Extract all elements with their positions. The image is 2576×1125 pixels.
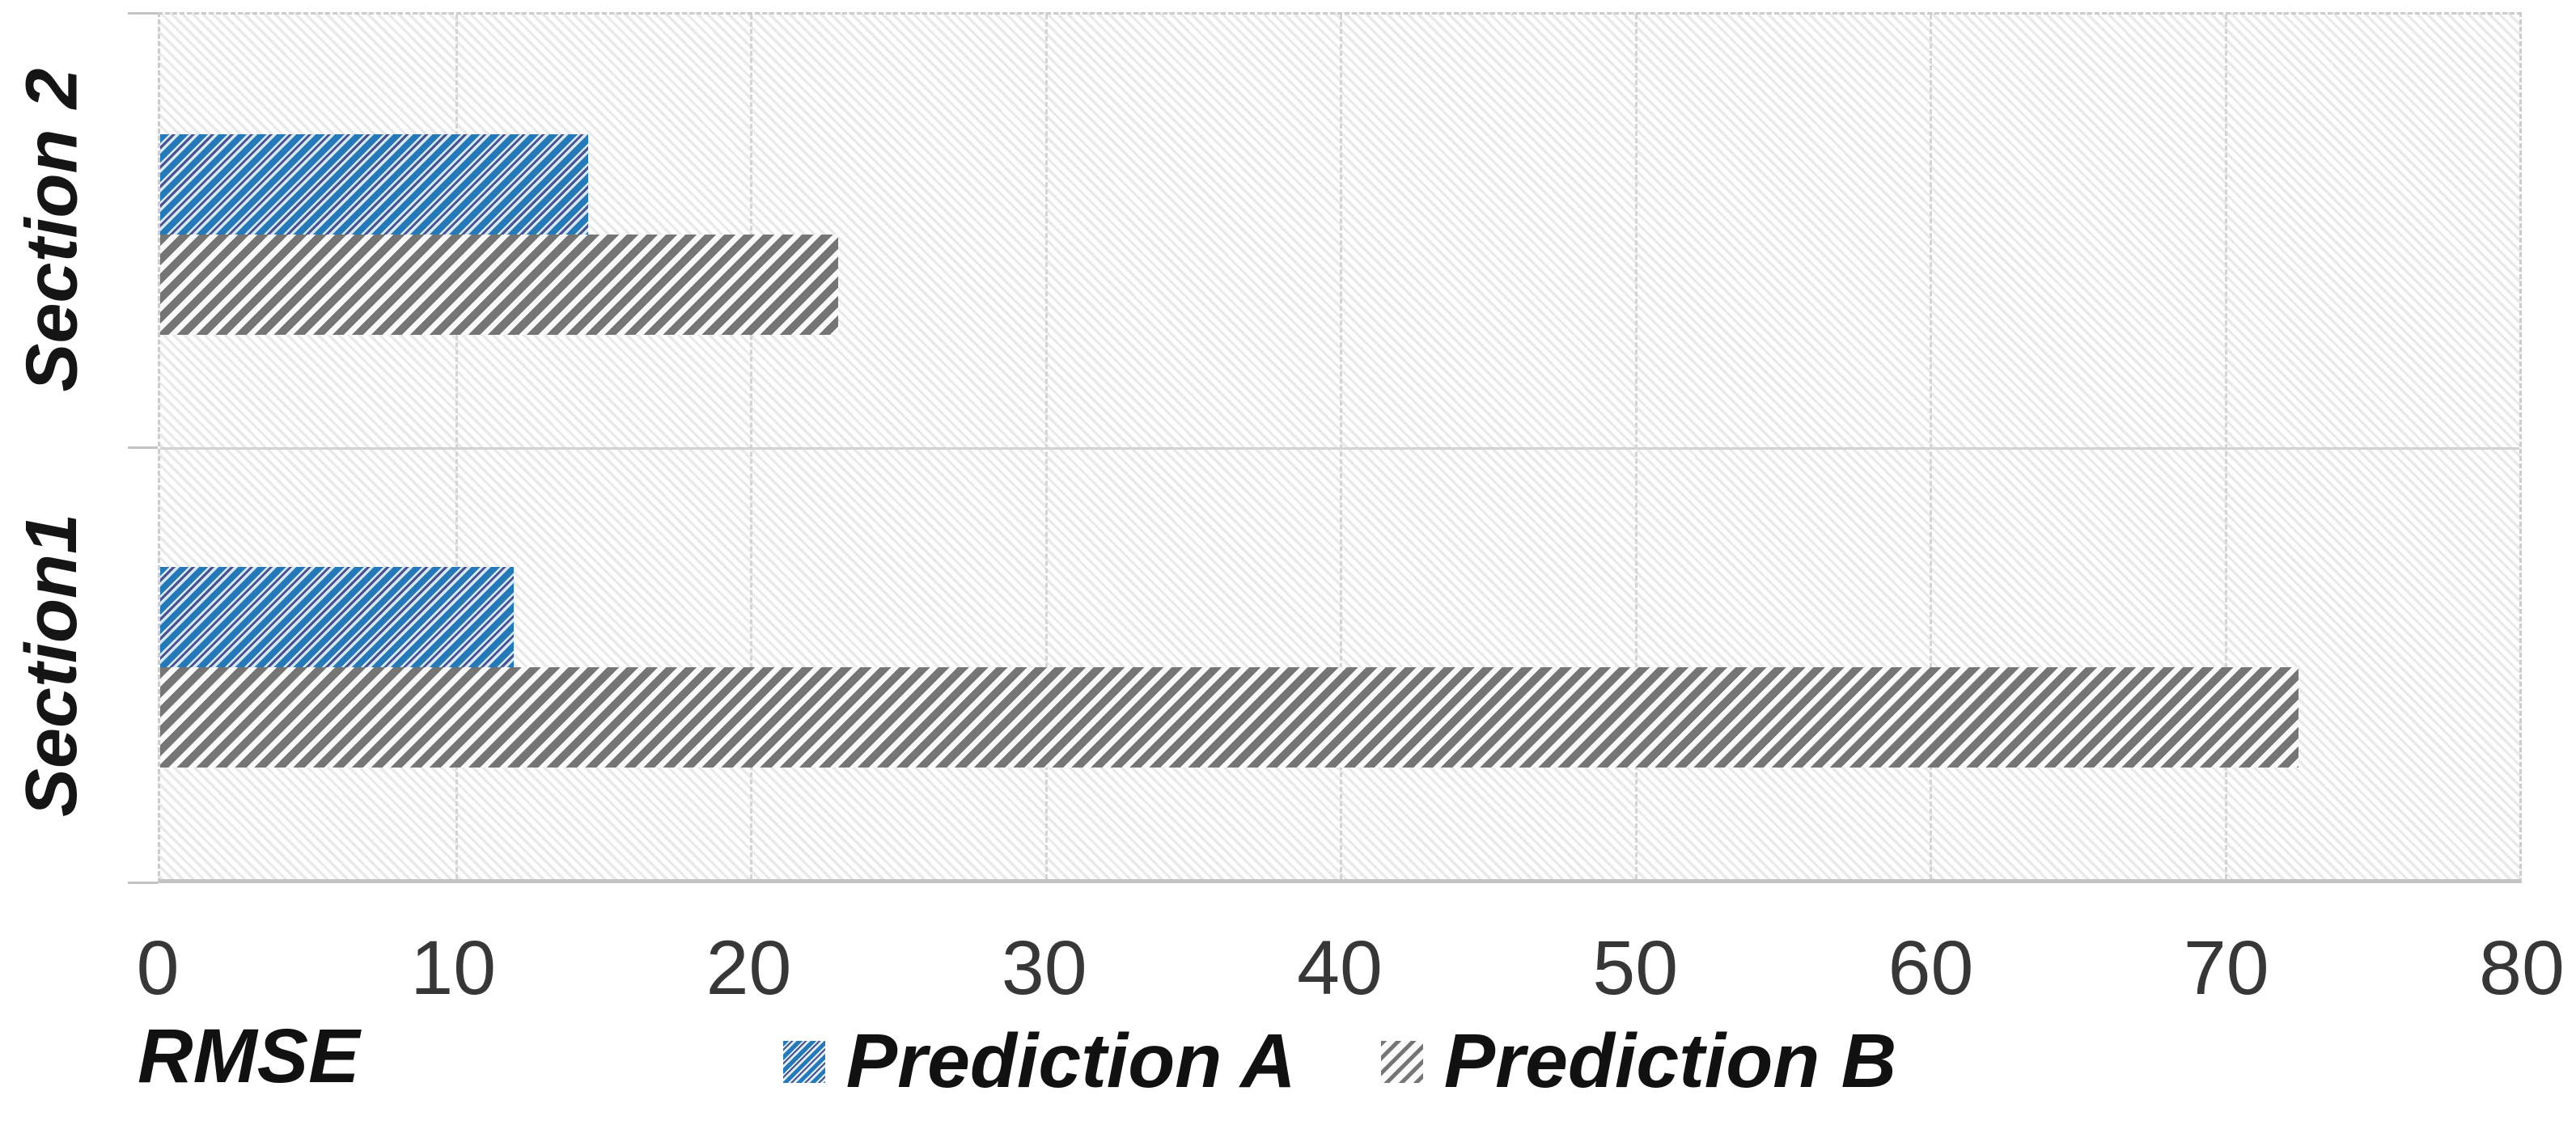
x-tick-label: 50 [1592, 925, 1679, 1011]
x-tick-label: 40 [1297, 925, 1383, 1011]
category-axis-tick [128, 882, 158, 884]
legend-item-prediction-b: Prediction B [1380, 1017, 1897, 1106]
category-axis-tick [128, 12, 158, 15]
prediction-b-swatch-icon [1380, 1040, 1423, 1083]
category-band-section-2 [160, 15, 2519, 447]
legend-label: Prediction A [845, 1018, 1296, 1104]
x-tick-label: 10 [410, 925, 497, 1011]
x-tick-label: 70 [2183, 925, 2269, 1011]
legend-label: Prediction B [1443, 1018, 1897, 1104]
x-tick-label: 30 [1001, 925, 1087, 1011]
x-tick-label: 80 [2479, 925, 2565, 1011]
bar-section1-prediction-a [160, 566, 515, 667]
category-label-section-2: Section 2 [0, 12, 105, 447]
category-divider-gridline [160, 446, 2519, 450]
category-label-text: Section 2 [11, 67, 93, 392]
bar-section2-prediction-a [160, 134, 588, 235]
x-axis-title: RMSE [138, 1013, 360, 1099]
plot-area [158, 12, 2522, 883]
x-tick-label: 0 [136, 925, 180, 1011]
bar-section1-prediction-b [160, 666, 2298, 768]
x-tick-label: 60 [1888, 925, 1974, 1011]
category-band-section1 [160, 447, 2519, 880]
prediction-a-swatch-icon [782, 1040, 825, 1083]
legend-item-prediction-a: Prediction A [782, 1017, 1296, 1106]
legend: Prediction A Prediction B [158, 1017, 2522, 1106]
x-tick-label: 20 [705, 925, 792, 1011]
category-label-section1: Section1 [0, 447, 105, 883]
category-axis-tick [128, 446, 158, 449]
bar-section2-prediction-b [160, 235, 839, 335]
category-label-text: Section1 [11, 513, 93, 818]
